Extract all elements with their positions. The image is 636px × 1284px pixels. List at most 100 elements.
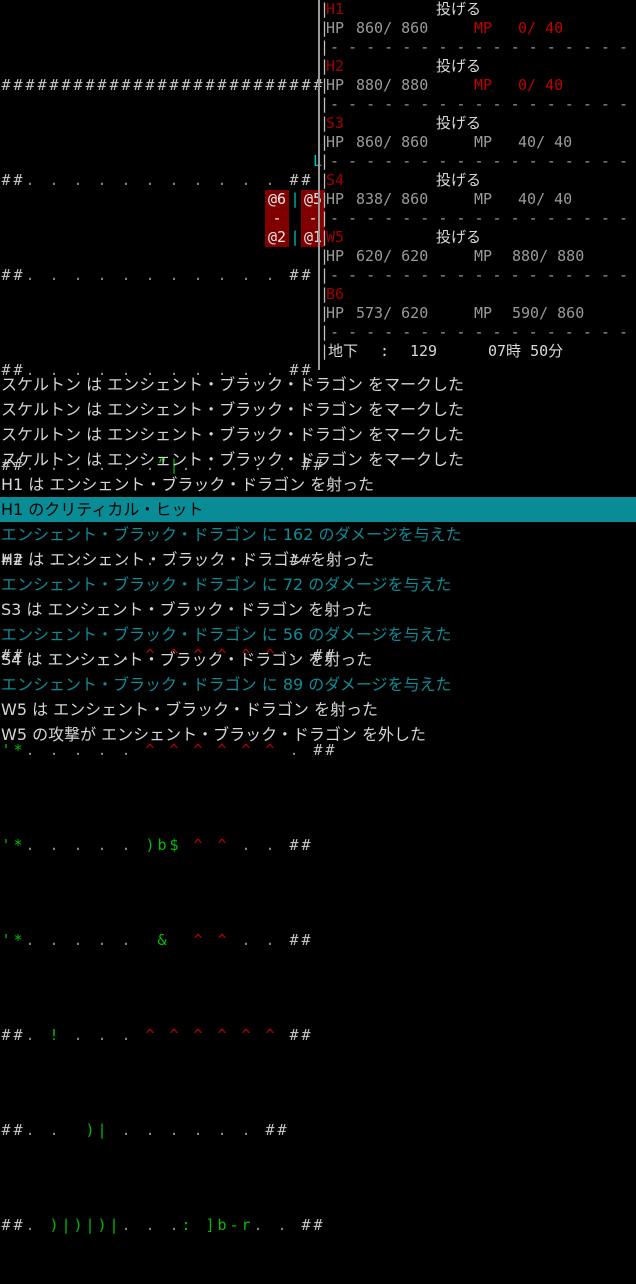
member-mp-s4: 40/ 40 xyxy=(518,190,573,208)
member-name-s4[interactable]: S4 xyxy=(326,171,345,189)
map-row: ' *. . . . . & ^ ^ . . # # xyxy=(1,931,311,949)
member-name-h1[interactable]: H1 xyxy=(326,0,345,18)
party-label: @1 xyxy=(303,228,323,246)
log-message: スケルトン は エンシェント・ブラック・ドラゴン をマークした xyxy=(1,400,464,419)
member-action-s3: 投げる xyxy=(436,114,482,132)
member-hp-label-s4: HP xyxy=(326,190,345,208)
member-hp-label-s3: HP xyxy=(326,133,345,151)
party-label: @2 xyxy=(267,228,287,246)
hp-max: 620 xyxy=(401,304,429,322)
log-message: エンシェント・ブラック・ドラゴン に 89 のダメージを与えた xyxy=(1,675,452,694)
member-mp-s3: 40/ 40 xyxy=(518,133,573,151)
member-mp-w5: 880/ 880 xyxy=(512,247,585,265)
party-link-6: - xyxy=(265,209,289,228)
log-message: スケルトン は エンシェント・ブラック・ドラゴン をマークした xyxy=(1,450,464,469)
member-hp-label-b6: HP xyxy=(326,304,345,322)
hp-max: 860 xyxy=(401,133,429,151)
mp-current: 40 xyxy=(518,133,537,151)
member-hp-h1: 860/ 860 xyxy=(356,19,429,37)
mp-max: 860 xyxy=(557,304,585,322)
status-separator: - - - - - - - - - - - - - - - - - - - - … xyxy=(330,38,629,56)
member-hp-b6: 573/ 620 xyxy=(356,304,429,322)
hp-current: 880 xyxy=(356,76,384,94)
hp-max: 860 xyxy=(401,19,429,37)
member-action-h2: 投げる xyxy=(436,57,482,75)
mp-max: 40 xyxy=(545,19,564,37)
member-name-s3[interactable]: S3 xyxy=(326,114,345,132)
status-panel-divider xyxy=(318,0,320,370)
party-wall-left-top: | xyxy=(290,190,300,208)
game-time: 07時 50分 xyxy=(488,342,564,360)
mp-current: 0 xyxy=(518,76,528,94)
member-mp-label-h2: MP xyxy=(474,76,493,94)
hp-current: 838 xyxy=(356,190,384,208)
map-row: # #. . . . . . . . . . . # # xyxy=(1,171,311,189)
message-log[interactable]: スケルトン は エンシェント・ブラック・ドラゴン をマークした スケルトン は … xyxy=(0,372,636,744)
map-row: # #. . ) | . . . . . . # # xyxy=(1,1121,287,1139)
member-hp-s3: 860/ 860 xyxy=(356,133,429,151)
party-marker-6[interactable]: @6 xyxy=(265,190,289,209)
log-message: スケルトン は エンシェント・ブラック・ドラゴン をマークした xyxy=(1,375,464,394)
mp-max: 40 xyxy=(545,76,564,94)
member-hp-h2: 880/ 880 xyxy=(356,76,429,94)
party-label: @5 xyxy=(303,190,323,208)
mp-current: 40 xyxy=(518,190,537,208)
mp-max: 40 xyxy=(554,133,573,151)
member-hp-w5: 620/ 620 xyxy=(356,247,429,265)
member-mp-label-b6: MP xyxy=(474,304,493,322)
lit-marker-icon: L xyxy=(313,152,322,171)
depth-label: 地下 xyxy=(328,342,359,360)
member-mp-label-h1: MP xyxy=(474,19,493,37)
log-message: エンシェント・ブラック・ドラゴン に 56 のダメージを与えた xyxy=(1,625,452,644)
member-name-b6[interactable]: B6 xyxy=(326,285,345,303)
member-mp-h2: 0/ 40 xyxy=(518,76,564,94)
hp-current: 573 xyxy=(356,304,384,322)
dungeon-map[interactable]: ########################### ##. . . . . … xyxy=(0,0,334,1234)
log-message: S3 は エンシェント・ブラック・ドラゴン を射った xyxy=(1,600,373,619)
member-name-h2[interactable]: H2 xyxy=(326,57,345,75)
status-separator: - - - - - - - - - - - - - - - - - - - - … xyxy=(330,323,629,341)
log-message: S4 は エンシェント・ブラック・ドラゴン を射った xyxy=(1,650,373,669)
mp-current: 880 xyxy=(512,247,540,265)
status-separator: - - - - - - - - - - - - - - - - - - - - … xyxy=(330,95,629,113)
mp-max: 40 xyxy=(554,190,573,208)
map-right-border: | | | | | | | | | | | | | | | | | | | xyxy=(320,0,330,360)
map-row: # #. . . . . .” |. . . . . # # xyxy=(1,456,323,474)
mp-current: 0 xyxy=(518,19,528,37)
map-row: ' *. . . . . ) b $ ^ ^ . . # # xyxy=(1,836,311,854)
member-hp-s4: 838/ 860 xyxy=(356,190,429,208)
party-wall-left-bottom: | xyxy=(290,228,300,246)
depth-colon: : xyxy=(380,342,390,360)
log-message: エンシェント・ブラック・ドラゴン に 162 のダメージを与えた xyxy=(1,525,462,544)
map-row: # #. . . . . . . . . . . # # xyxy=(1,551,311,569)
hp-current: 860 xyxy=(356,133,384,151)
hp-max: 880 xyxy=(401,76,429,94)
member-hp-label-h1: HP xyxy=(326,19,345,37)
log-message-highlighted: H1 のクリティカル・ヒット xyxy=(0,497,636,522)
hp-max: 860 xyxy=(401,190,429,208)
log-message: H1 は エンシェント・ブラック・ドラゴン を射った xyxy=(1,475,375,494)
party-label: @6 xyxy=(267,190,287,208)
status-separator: - - - - - - - - - - - - - - - - - - - - … xyxy=(330,266,629,284)
depth-value: 129 xyxy=(410,342,438,360)
status-separator: - - - - - - - - - - - - - - - - - - - - … xyxy=(330,152,629,170)
mp-current: 590 xyxy=(512,304,540,322)
log-message: H2 は エンシェント・ブラック・ドラゴン を射った xyxy=(1,550,375,569)
member-name-w5[interactable]: W5 xyxy=(326,228,345,246)
game-screen: ########################### ##. . . . . … xyxy=(0,0,636,1234)
map-row: # #. ! . . . ^ ^ ^ ^ ^ ^ # # xyxy=(1,1026,311,1044)
hp-current: 860 xyxy=(356,19,384,37)
hp-max: 620 xyxy=(401,247,429,265)
log-message: スケルトン は エンシェント・ブラック・ドラゴン をマークした xyxy=(1,425,464,444)
mp-max: 880 xyxy=(557,247,585,265)
map-row: # #. ) |) |) |. . .: ] b - r. . # # xyxy=(1,1216,323,1234)
hp-current: 620 xyxy=(356,247,384,265)
member-mp-b6: 590/ 860 xyxy=(512,304,585,322)
log-message: W5 の攻撃が エンシェント・ブラック・ドラゴン を外した xyxy=(1,725,426,744)
member-mp-label-w5: MP xyxy=(474,247,493,265)
party-marker-2[interactable]: @2 xyxy=(265,228,289,247)
member-mp-label-s3: MP xyxy=(474,133,493,151)
member-action-s4: 投げる xyxy=(436,171,482,189)
map-row: ########################### xyxy=(1,76,322,94)
member-action-h1: 投げる xyxy=(436,0,482,18)
